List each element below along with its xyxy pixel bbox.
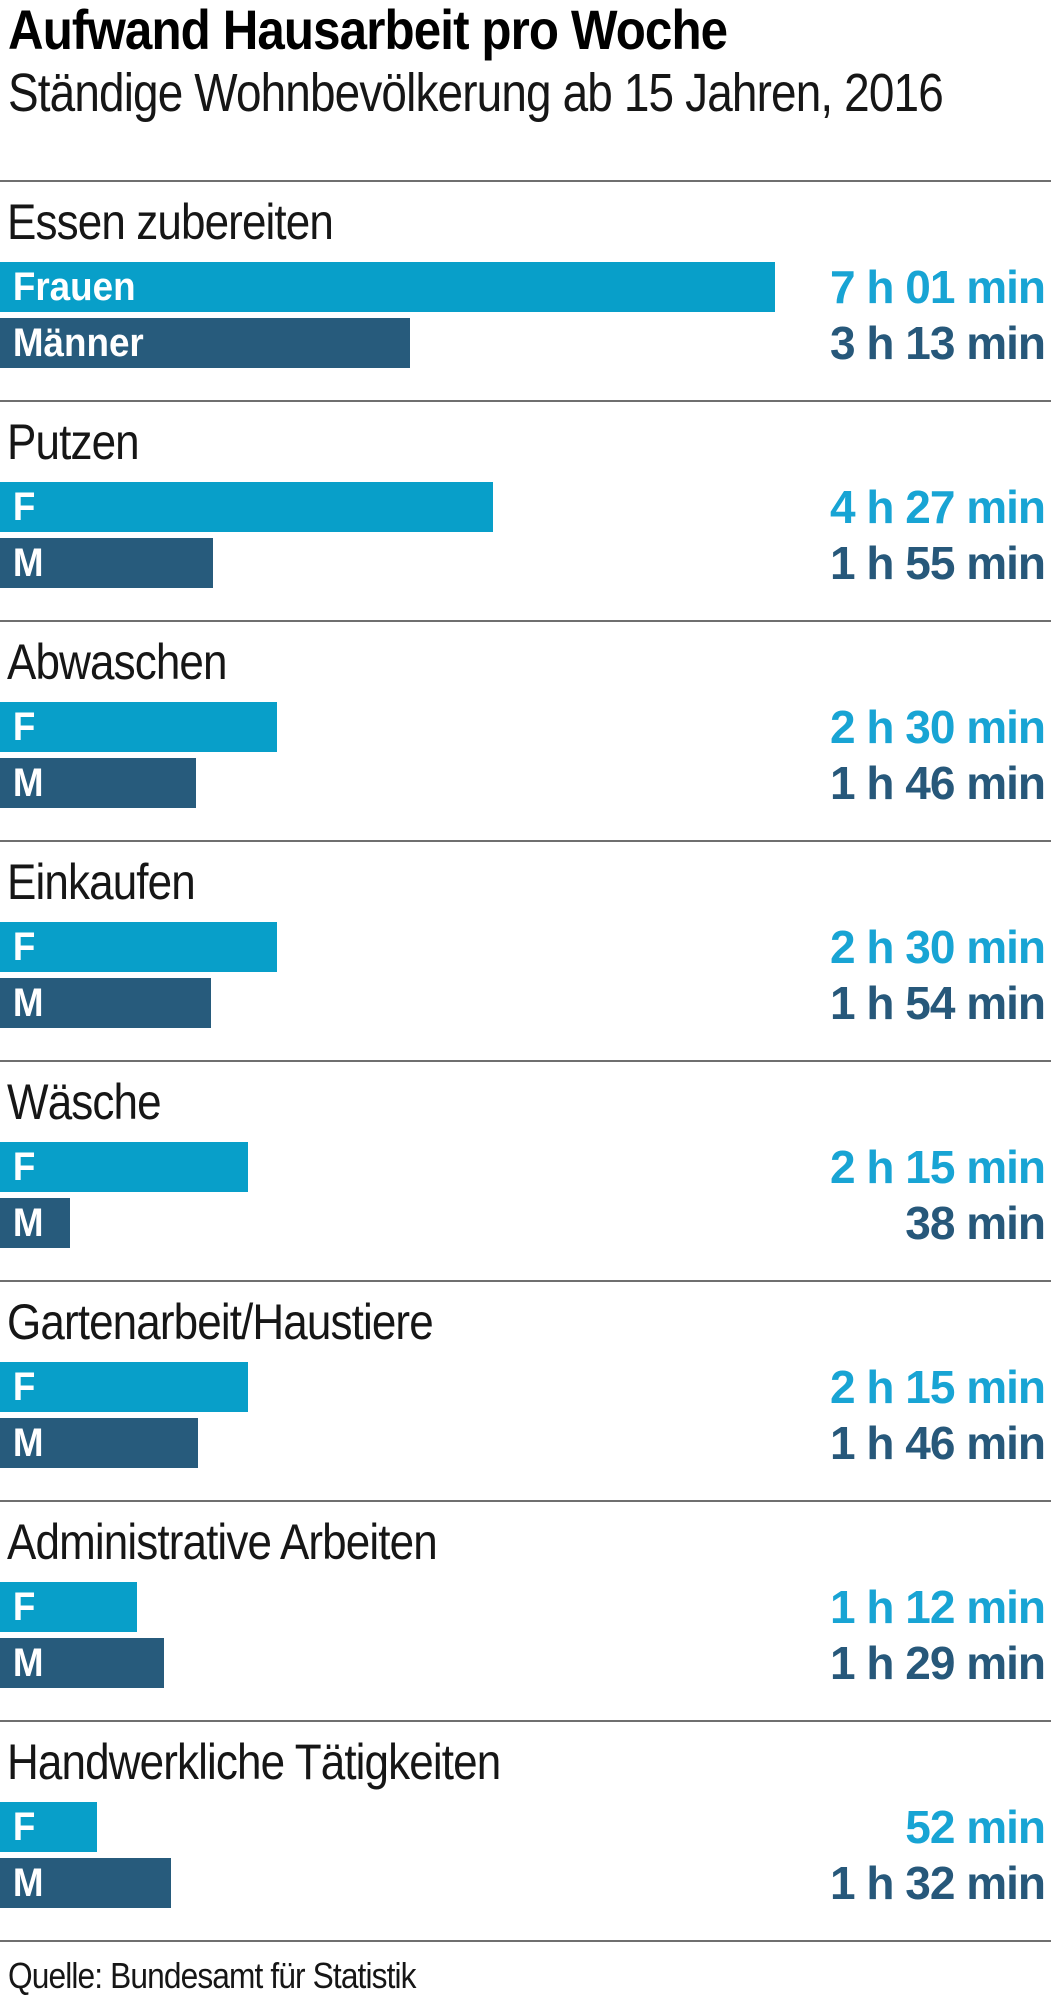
men-value: 1 h 46 min [830, 1417, 1046, 1469]
women-bar-label: F [12, 485, 36, 529]
women-row: F 2 h 15 min [0, 1142, 1051, 1192]
men-value: 38 min [905, 1197, 1046, 1249]
women-bar: F [0, 702, 277, 752]
category-section: Abwaschen F 2 h 30 min M 1 h 46 min [0, 622, 1051, 842]
men-value: 3 h 13 min [830, 317, 1046, 369]
men-bar: Männer [0, 318, 410, 368]
chart-footer: Quelle: Bundesamt für Statistik [0, 1942, 1051, 1996]
women-bar-label: Frauen [12, 265, 136, 309]
category-label: Gartenarbeit/Haustiere [7, 1294, 434, 1350]
men-value: 1 h 29 min [830, 1637, 1046, 1689]
men-bar-label: M [12, 541, 44, 585]
women-bar-label: F [12, 1365, 36, 1409]
women-value: 7 h 01 min [830, 261, 1046, 313]
men-row: M 1 h 32 min [0, 1858, 1051, 1908]
source-note: Quelle: Bundesamt für Statistik [8, 1955, 417, 1996]
category-label: Abwaschen [7, 634, 227, 690]
category-section: Handwerkliche Tätigkeiten F 52 min M 1 h… [0, 1722, 1051, 1942]
category-label: Administrative Arbeiten [7, 1514, 438, 1570]
women-bar: Frauen [0, 262, 775, 312]
women-row: F 2 h 15 min [0, 1362, 1051, 1412]
category-section: Einkaufen F 2 h 30 min M 1 h 54 min [0, 842, 1051, 1062]
category-label: Einkaufen [7, 854, 196, 910]
women-bar: F [0, 1802, 97, 1852]
men-bar-label: Männer [12, 321, 144, 365]
men-row: Männer 3 h 13 min [0, 318, 1051, 368]
women-value: 2 h 30 min [830, 701, 1046, 753]
women-value: 2 h 15 min [830, 1141, 1046, 1193]
category-section: Putzen F 4 h 27 min M 1 h 55 min [0, 402, 1051, 622]
women-bar: F [0, 1142, 248, 1192]
women-row: F 2 h 30 min [0, 702, 1051, 752]
women-value: 2 h 15 min [830, 1361, 1046, 1413]
women-row: F 1 h 12 min [0, 1582, 1051, 1632]
men-row: M 38 min [0, 1198, 1051, 1248]
chart-subtitle: Ständige Wohnbevölkerung ab 15 Jahren, 2… [8, 63, 944, 123]
women-bar-label: F [12, 1585, 36, 1629]
men-bar: M [0, 758, 196, 808]
men-bar-label: M [12, 981, 44, 1025]
women-value: 4 h 27 min [830, 481, 1046, 533]
category-section: Gartenarbeit/Haustiere F 2 h 15 min M 1 … [0, 1282, 1051, 1502]
men-value: 1 h 55 min [830, 537, 1046, 589]
men-row: M 1 h 55 min [0, 538, 1051, 588]
men-bar-label: M [12, 1641, 44, 1685]
men-bar: M [0, 538, 213, 588]
women-bar: F [0, 1582, 137, 1632]
women-bar: F [0, 482, 493, 532]
men-bar-label: M [12, 1421, 44, 1465]
men-bar: M [0, 1638, 164, 1688]
men-value: 1 h 32 min [830, 1857, 1046, 1909]
men-bar-label: M [12, 761, 44, 805]
women-bar-label: F [12, 1145, 36, 1189]
men-value: 1 h 46 min [830, 757, 1046, 809]
women-value: 2 h 30 min [830, 921, 1046, 973]
women-bar-label: F [12, 925, 36, 969]
men-row: M 1 h 46 min [0, 758, 1051, 808]
category-label: Essen zubereiten [7, 194, 334, 250]
women-value: 52 min [905, 1801, 1046, 1853]
category-label: Wäsche [7, 1074, 162, 1130]
men-bar-label: M [12, 1201, 44, 1245]
category-label: Putzen [7, 414, 140, 470]
men-row: M 1 h 46 min [0, 1418, 1051, 1468]
men-row: M 1 h 54 min [0, 978, 1051, 1028]
chart-title: Aufwand Hausarbeit pro Woche [8, 0, 728, 61]
women-bar: F [0, 1362, 248, 1412]
men-value: 1 h 54 min [830, 977, 1046, 1029]
category-section: Administrative Arbeiten F 1 h 12 min M 1… [0, 1502, 1051, 1722]
women-bar: F [0, 922, 277, 972]
men-row: M 1 h 29 min [0, 1638, 1051, 1688]
category-section: Wäsche F 2 h 15 min M 38 min [0, 1062, 1051, 1282]
men-bar: M [0, 1418, 198, 1468]
category-sections: Essen zubereiten Frauen 7 h 01 min Männe… [0, 182, 1051, 1942]
chart-header: Aufwand Hausarbeit pro Woche Ständige Wo… [0, 0, 1051, 182]
women-bar-label: F [12, 1805, 36, 1849]
category-label: Handwerkliche Tätigkeiten [7, 1734, 501, 1790]
women-row: Frauen 7 h 01 min [0, 262, 1051, 312]
men-bar: M [0, 1198, 70, 1248]
category-section: Essen zubereiten Frauen 7 h 01 min Männe… [0, 182, 1051, 402]
women-row: F 2 h 30 min [0, 922, 1051, 972]
men-bar: M [0, 978, 211, 1028]
men-bar-label: M [12, 1861, 44, 1905]
women-value: 1 h 12 min [830, 1581, 1046, 1633]
women-row: F 52 min [0, 1802, 1051, 1852]
men-bar: M [0, 1858, 171, 1908]
women-bar-label: F [12, 705, 36, 749]
women-row: F 4 h 27 min [0, 482, 1051, 532]
